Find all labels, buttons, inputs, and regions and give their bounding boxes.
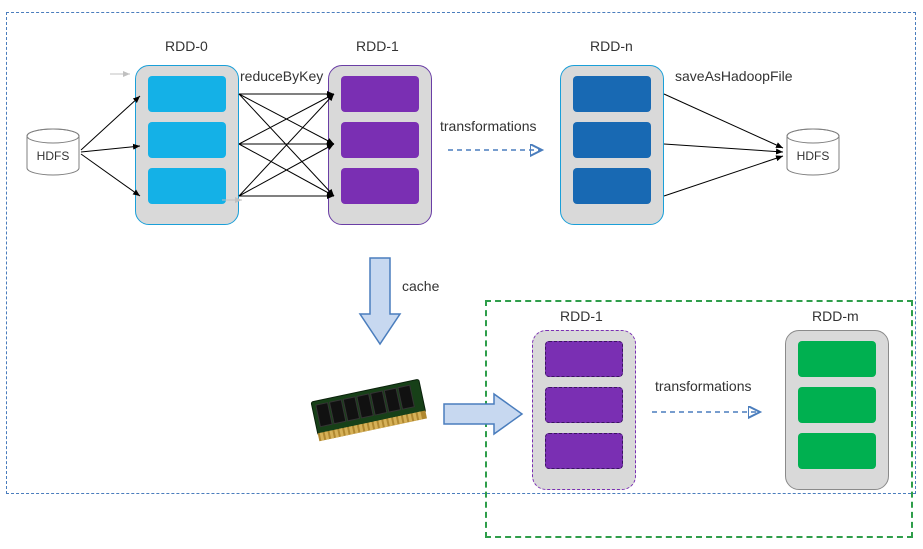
arrows-hdfs-to-rdd0 [0, 0, 923, 549]
cache-arrow [358, 256, 402, 348]
ram-icon [302, 364, 438, 456]
ram-to-rdd1b-arrow [442, 392, 524, 436]
